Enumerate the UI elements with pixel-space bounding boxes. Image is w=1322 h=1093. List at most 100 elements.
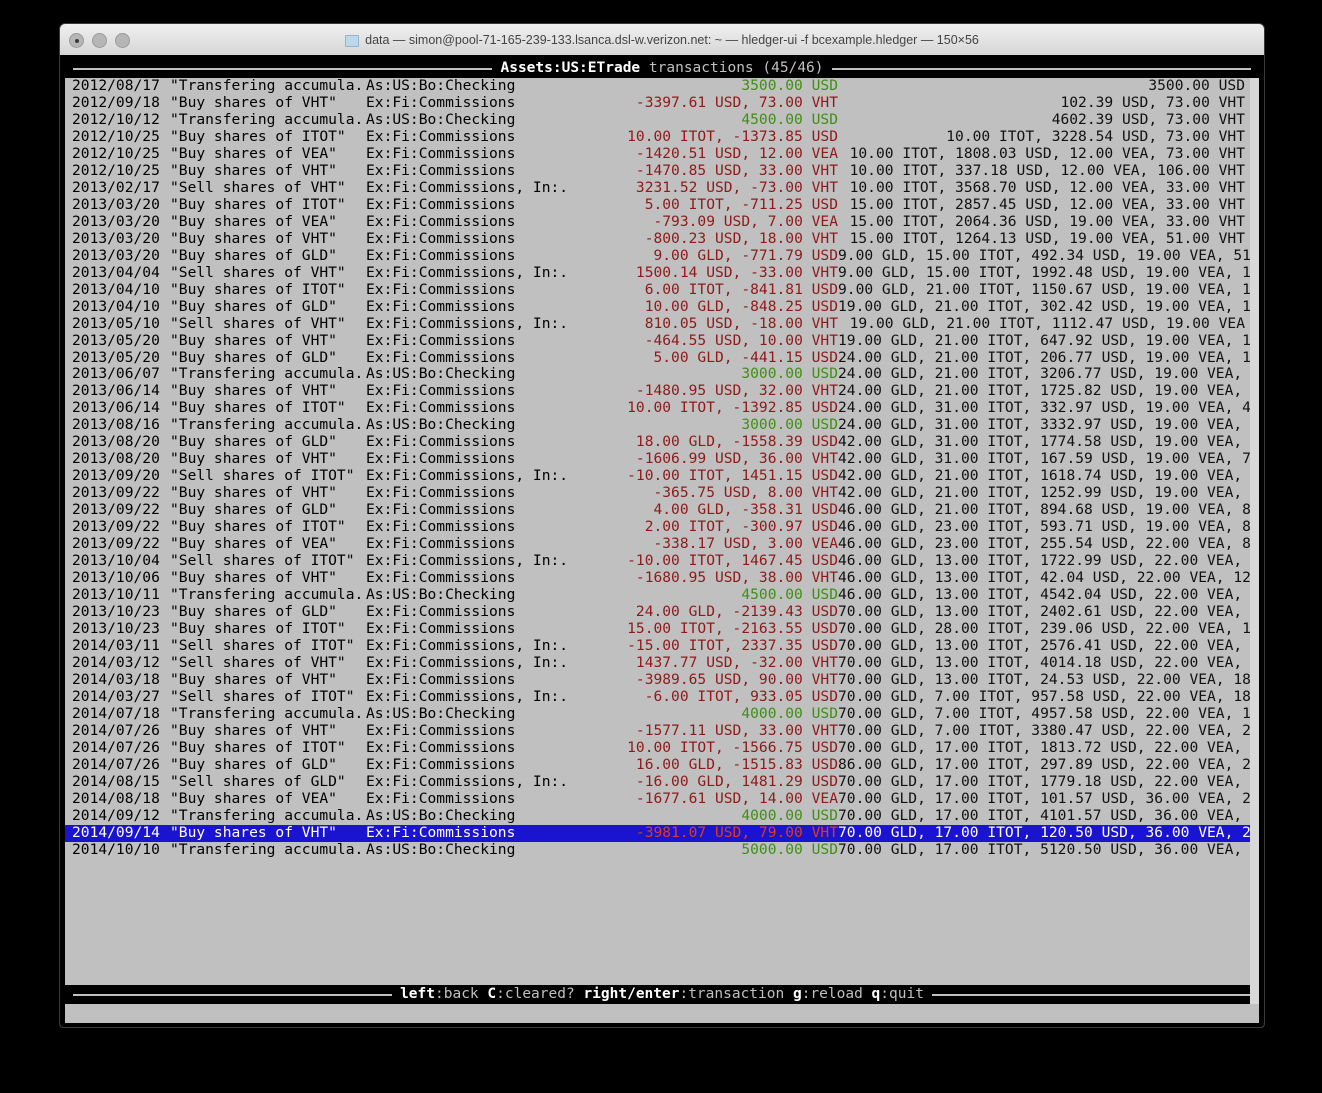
transaction-list[interactable]: 2012/08/17 "Transfering accumula.. As:US:B… (65, 78, 1259, 985)
row-account: Ex:Fi:Commissions (366, 739, 516, 756)
table-row[interactable]: 2013/08/20 "Buy shares of GLD" Ex:Fi:Commi… (65, 433, 1259, 451)
row-amount: 18.00 GLD, -1558.39 USD (635, 433, 838, 451)
row-description: "Buy shares of VHT" (170, 94, 337, 111)
row-description: "Buy shares of VEA" (170, 213, 337, 230)
table-row[interactable]: 2013/09/22 "Buy shares of VHT" Ex:Fi:Commi… (65, 484, 1259, 502)
row-amount: 2.00 ITOT, -300.97 USD (644, 518, 838, 536)
row-amount: -1420.51 USD, 12.00 VEA (635, 144, 838, 162)
row-date: 2013/04/10 (72, 297, 160, 315)
table-row[interactable]: 2014/07/18 "Transfering accumula.. As:US:B… (65, 705, 1259, 723)
terminal-surface: Assets:US:ETrade transactions (45/46) 20… (60, 55, 1264, 1027)
footer-key-back[interactable]: left (400, 986, 435, 1002)
footer-action-cleared: :cleared? (496, 986, 575, 1002)
table-row[interactable]: 2013/05/20 "Buy shares of VHT" Ex:Fi:Commi… (65, 331, 1259, 350)
row-account: Ex:Fi:Commissions (366, 621, 516, 637)
row-amount: 5000.00 USD (741, 840, 838, 858)
row-account: Ex:Fi:Commissions (366, 298, 516, 315)
table-row[interactable]: 2014/09/14 "Buy shares of VHT" Ex:Fi:Commi… (65, 824, 1259, 842)
table-row[interactable]: 2013/04/10 "Buy shares of GLD" Ex:Fi:Commi… (65, 297, 1259, 316)
row-balance: 24.00 GLD, 31.00 ITOT, 3332.97 USD, 19.0… (838, 416, 1259, 434)
row-account: Ex:Fi:Commissions (366, 756, 516, 773)
window-title: data — simon@pool-71-165-239-133.lsanca.… (60, 33, 1264, 47)
table-row[interactable]: 2013/06/14 "Buy shares of VHT" Ex:Fi:Commi… (65, 382, 1259, 400)
table-row[interactable]: 2013/03/20 "Buy shares of ITOT" Ex:Fi:Comm… (65, 196, 1259, 214)
table-row[interactable]: 2012/10/12 "Transfering accumula.. As:US:B… (65, 110, 1259, 129)
row-balance: 70.00 GLD, 7.00 ITOT, 957.58 USD, 22.00 … (838, 687, 1259, 705)
header-sep1 (640, 60, 649, 76)
table-row[interactable]: 2014/03/12 "Sell shares of VHT" Ex:Fi:Comm… (65, 654, 1259, 672)
table-row[interactable]: 2013/09/22 "Buy shares of ITOT" Ex:Fi:Comm… (65, 518, 1259, 536)
row-amount: -1480.95 USD, 32.00 VHT (635, 382, 838, 400)
row-description: "Buy shares of GLD" (170, 247, 337, 264)
table-row[interactable]: 2013/09/20 "Sell shares of ITOT" Ex:Fi:Com… (65, 467, 1259, 485)
table-row[interactable]: 2013/10/11 "Transfering accumula.. As:US:B… (65, 586, 1259, 604)
table-row[interactable]: 2013/02/17 "Sell shares of VHT" Ex:Fi:Comm… (65, 179, 1259, 197)
table-row[interactable]: 2013/08/20 "Buy shares of VHT" Ex:Fi:Commi… (65, 450, 1259, 468)
table-row[interactable]: 2014/07/26 "Buy shares of ITOT" Ex:Fi:Comm… (65, 738, 1259, 757)
table-row[interactable]: 2013/05/20 "Buy shares of GLD" Ex:Fi:Commi… (65, 348, 1259, 367)
window-controls[interactable] (69, 33, 130, 48)
row-amount: 10.00 ITOT, -1373.85 USD (627, 127, 838, 145)
row-date: 2013/06/07 (72, 365, 160, 383)
table-row[interactable]: 2012/10/25 "Buy shares of ITOT" Ex:Fi:Comm… (65, 127, 1259, 146)
table-row[interactable]: 2013/08/16 "Transfering accumula.. As:US:B… (65, 416, 1259, 434)
table-row[interactable]: 2014/10/10 "Transfering accumula.. As:US:B… (65, 840, 1259, 859)
table-row[interactable]: 2013/03/20 "Buy shares of VEA" Ex:Fi:Commi… (65, 213, 1259, 231)
table-row[interactable]: 2013/06/07 "Transfering accumula.. As:US:B… (65, 365, 1259, 383)
row-description: "Buy shares of VEA" (170, 790, 337, 807)
row-date: 2012/09/18 (72, 93, 160, 111)
footer-key-quit[interactable]: q (871, 986, 881, 1002)
footer-key-reload[interactable]: g (792, 986, 802, 1002)
table-row[interactable]: 2013/09/22 "Buy shares of VEA" Ex:Fi:Commi… (65, 535, 1259, 553)
minimize-button[interactable] (92, 33, 107, 48)
table-row[interactable]: 2014/03/11 "Sell shares of ITOT" Ex:Fi:Com… (65, 637, 1259, 655)
window-titlebar[interactable]: data — simon@pool-71-165-239-133.lsanca.… (60, 24, 1264, 56)
table-row[interactable]: 2014/03/18 "Buy shares of VHT" Ex:Fi:Commi… (65, 671, 1259, 689)
close-button[interactable] (69, 33, 84, 48)
table-row[interactable]: 2012/10/25 "Buy shares of VHT" Ex:Fi:Commi… (65, 162, 1259, 180)
table-row[interactable]: 2014/07/26 "Buy shares of GLD" Ex:Fi:Commi… (65, 755, 1259, 774)
table-row[interactable]: 2013/10/23 "Buy shares of ITOT" Ex:Fi:Comm… (65, 620, 1259, 638)
row-date: 2013/05/10 (72, 314, 160, 332)
table-row[interactable]: 2014/08/18 "Buy shares of VEA" Ex:Fi:Commi… (65, 790, 1259, 808)
footer-key-transaction[interactable]: right/enter (583, 986, 680, 1002)
table-row[interactable]: 2013/05/10 "Sell shares of VHT" Ex:Fi:Comm… (65, 314, 1259, 333)
row-date: 2013/08/16 (72, 416, 160, 434)
table-row[interactable]: 2013/10/06 "Buy shares of VHT" Ex:Fi:Commi… (65, 569, 1259, 587)
row-account: Ex:Fi:Commissions (366, 162, 516, 179)
row-amount: 9.00 GLD, -771.79 USD (653, 246, 838, 264)
table-row[interactable]: 2013/04/10 "Buy shares of ITOT" Ex:Fi:Comm… (65, 281, 1259, 299)
table-row[interactable]: 2014/08/15 "Sell shares of GLD" Ex:Fi:Comm… (65, 773, 1259, 791)
footer-keybindings[interactable]: left:back C:cleared? right/enter:transac… (400, 985, 924, 1004)
footer-key-cleared[interactable]: C (487, 986, 497, 1002)
row-balance: 46.00 GLD, 13.00 ITOT, 4542.04 USD, 22.0… (838, 586, 1259, 604)
row-date: 2014/07/26 (72, 738, 160, 756)
row-account: Ex:Fi:Commissions, In:.. (366, 179, 566, 196)
row-description: "Buy shares of ITOT" (170, 739, 346, 756)
table-row[interactable]: 2012/09/18 "Buy shares of VHT" Ex:Fi:Commi… (65, 93, 1259, 112)
row-date: 2014/07/26 (72, 755, 160, 773)
table-row[interactable]: 2013/10/04 "Sell shares of ITOT" Ex:Fi:Com… (65, 552, 1259, 570)
row-date: 2012/10/12 (72, 110, 160, 128)
table-row[interactable]: 2013/06/14 "Buy shares of ITOT" Ex:Fi:Comm… (65, 399, 1259, 417)
vertical-scrollbar[interactable] (1250, 78, 1259, 1004)
row-amount: 10.00 GLD, -848.25 USD (644, 297, 838, 315)
table-row[interactable]: 2012/08/17 "Transfering accumula.. As:US:B… (65, 78, 1259, 95)
table-row[interactable]: 2013/03/20 "Buy shares of GLD" Ex:Fi:Commi… (65, 246, 1259, 265)
zoom-button[interactable] (115, 33, 130, 48)
table-row[interactable]: 2014/03/27 "Sell shares of ITOT" Ex:Fi:Com… (65, 687, 1259, 706)
row-account: Ex:Fi:Commissions, In:.. (366, 654, 566, 671)
row-date: 2013/05/20 (72, 348, 160, 366)
table-row[interactable]: 2014/09/12 "Transfering accumula.. As:US:B… (65, 807, 1259, 825)
row-description: "Buy shares of GLD" (170, 604, 337, 621)
row-description: "Sell shares of VHT" (170, 654, 346, 671)
table-row[interactable]: 2013/09/22 "Buy shares of GLD" Ex:Fi:Commi… (65, 501, 1259, 519)
table-row[interactable]: 2013/04/04 "Sell shares of VHT" Ex:Fi:Comm… (65, 264, 1259, 282)
table-row[interactable]: 2014/07/26 "Buy shares of VHT" Ex:Fi:Commi… (65, 722, 1259, 740)
table-row[interactable]: 2013/03/20 "Buy shares of VHT" Ex:Fi:Commi… (65, 230, 1259, 248)
table-row[interactable]: 2013/10/23 "Buy shares of GLD" Ex:Fi:Commi… (65, 603, 1259, 621)
table-row[interactable]: 2012/10/25 "Buy shares of VEA" Ex:Fi:Commi… (65, 144, 1259, 163)
row-balance: 19.00 GLD, 21.00 ITOT, 647.92 USD, 19.00… (838, 331, 1259, 349)
row-date: 2013/09/22 (72, 484, 160, 502)
